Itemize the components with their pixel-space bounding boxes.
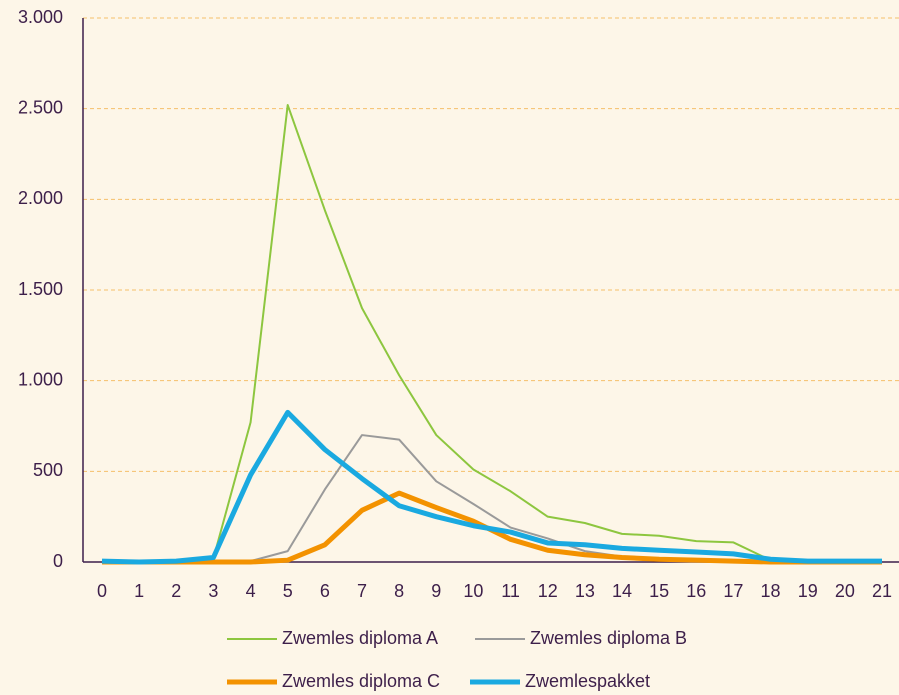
x-tick-label: 15: [649, 581, 669, 601]
x-tick-label: 3: [208, 581, 218, 601]
x-tick-label: 8: [394, 581, 404, 601]
legend-label: Zwemlespakket: [525, 671, 650, 691]
x-tick-label: 5: [283, 581, 293, 601]
data-line: [102, 104, 882, 563]
x-tick-label: 10: [463, 581, 483, 601]
x-tick-label: 6: [320, 581, 330, 601]
x-tick-label: 0: [97, 581, 107, 601]
x-tick-label: 20: [835, 581, 855, 601]
x-tick-label: 16: [686, 581, 706, 601]
x-tick-label: 18: [761, 581, 781, 601]
y-tick-label: 1.000: [18, 369, 63, 389]
x-tick-label: 1: [134, 581, 144, 601]
x-tick-label: 17: [723, 581, 743, 601]
x-tick-label: 21: [872, 581, 892, 601]
x-tick-label: 11: [501, 581, 520, 601]
y-tick-label: 0: [53, 551, 63, 571]
x-tick-label: 4: [246, 581, 256, 601]
x-tick-label: 13: [575, 581, 595, 601]
legend-label: Zwemles diploma B: [530, 628, 687, 648]
y-tick-label: 500: [33, 460, 63, 480]
x-tick-label: 14: [612, 581, 632, 601]
legend-label: Zwemles diploma C: [282, 671, 440, 691]
x-tick-label: 19: [798, 581, 818, 601]
y-tick-label: 2.500: [18, 97, 63, 117]
x-tick-label: 9: [431, 581, 441, 601]
y-tick-label: 2.000: [18, 188, 63, 208]
x-tick-label: 12: [538, 581, 558, 601]
y-tick-label: 1.500: [18, 279, 63, 299]
legend-label: Zwemles diploma A: [282, 628, 438, 648]
y-tick-label: 3.000: [18, 7, 63, 27]
x-tick-label: 7: [357, 581, 367, 601]
x-tick-label: 2: [171, 581, 181, 601]
data-line: [101, 409, 882, 565]
